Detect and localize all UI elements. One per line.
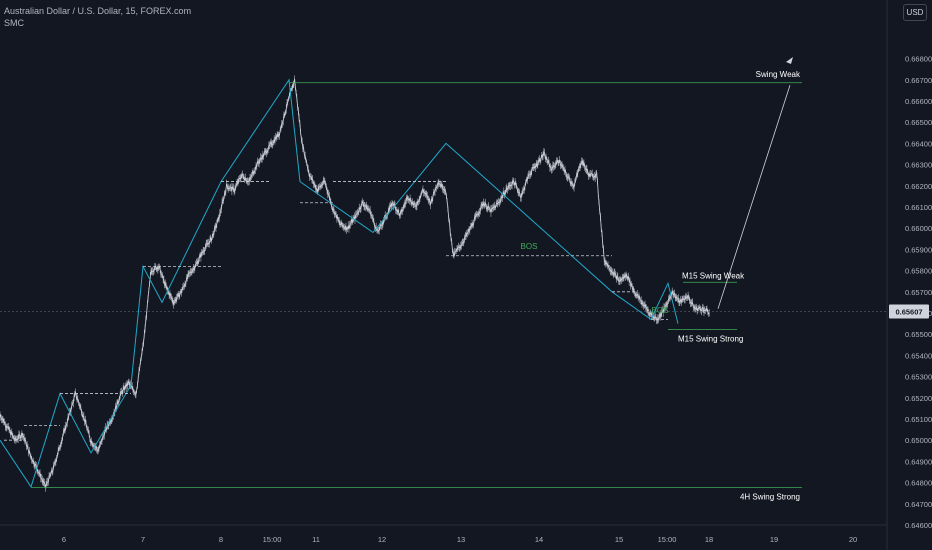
price-tick-label: 0.66600 [905, 97, 932, 106]
time-axis[interactable]: 6 7 8 15:00 11 12 13 14 15 15:00 18 19 20 [62, 535, 857, 544]
smc-overlay: Swing Weak 4H Swing Strong M15 Swing Weak M… [0, 57, 802, 501]
m15-swing-weak-label: M15 Swing Weak [682, 271, 745, 280]
time-tick-label: 13 [457, 535, 465, 544]
indicator-label[interactable]: SMC [4, 18, 24, 28]
price-tick-label: 0.66000 [905, 224, 932, 233]
projection-arrowhead [786, 57, 793, 64]
swing-weak-label: Swing Weak [756, 70, 801, 79]
swing-strong-4h-label: 4H Swing Strong [740, 492, 800, 501]
structure-zigzag [0, 78, 679, 488]
time-tick-label: 15 [615, 535, 623, 544]
price-tick-label: 0.65700 [905, 288, 932, 297]
time-tick-label: 6 [62, 535, 66, 544]
price-tick-label: 0.64600 [905, 521, 932, 530]
price-series [0, 78, 710, 489]
current-price-badge [889, 304, 929, 319]
price-tick-label: 0.66700 [905, 76, 932, 85]
price-tick-label: 0.64900 [905, 457, 932, 466]
time-tick-label: 15:00 [263, 535, 282, 544]
currency-button[interactable]: USD [903, 4, 927, 21]
price-tick-label: 0.65500 [905, 330, 932, 339]
plot-area [0, 0, 888, 550]
time-tick-label: 18 [705, 535, 713, 544]
price-tick-label: 0.65000 [905, 436, 932, 445]
bos-label: BOS [521, 242, 538, 251]
price-tick-label: 0.66500 [905, 118, 932, 127]
price-axis[interactable]: 0.66800 0.66700 0.66600 0.66500 0.66400 0.663… [889, 55, 932, 530]
price-tick-label: 0.65200 [905, 394, 932, 403]
time-tick-label: 11 [312, 535, 320, 544]
price-tick-label: 0.65300 [905, 373, 932, 382]
time-tick-label: 8 [219, 535, 223, 544]
price-tick-label: 0.65800 [905, 267, 932, 276]
price-tick-label: 0.66400 [905, 139, 932, 148]
price-tick-label: 0.65900 [905, 245, 932, 254]
bos-label: BOS [652, 306, 669, 315]
price-tick-label: 0.64700 [905, 500, 932, 509]
projection-line [717, 84, 791, 309]
price-tick-label: 0.66800 [905, 55, 932, 64]
time-tick-label: 7 [141, 535, 145, 544]
price-tick-label: 0.64800 [905, 479, 932, 488]
price-tick-label: 0.65400 [905, 351, 932, 360]
price-tick-label: 0.65100 [905, 415, 932, 424]
time-tick-label: 14 [535, 535, 543, 544]
current-price-label: 0.65607 [895, 308, 922, 317]
time-tick-label: 12 [378, 535, 386, 544]
symbol-title: Australian Dollar / U.S. Dollar, 15, FOR… [4, 6, 192, 16]
time-tick-label: 19 [770, 535, 778, 544]
price-tick-label: 0.66200 [905, 182, 932, 191]
price-tick-label: 0.66300 [905, 161, 932, 170]
price-tick-label: 0.66100 [905, 203, 932, 212]
time-tick-label: 15:00 [658, 535, 677, 544]
time-tick-label: 20 [849, 535, 857, 544]
m15-swing-strong-label: M15 Swing Strong [678, 335, 743, 344]
